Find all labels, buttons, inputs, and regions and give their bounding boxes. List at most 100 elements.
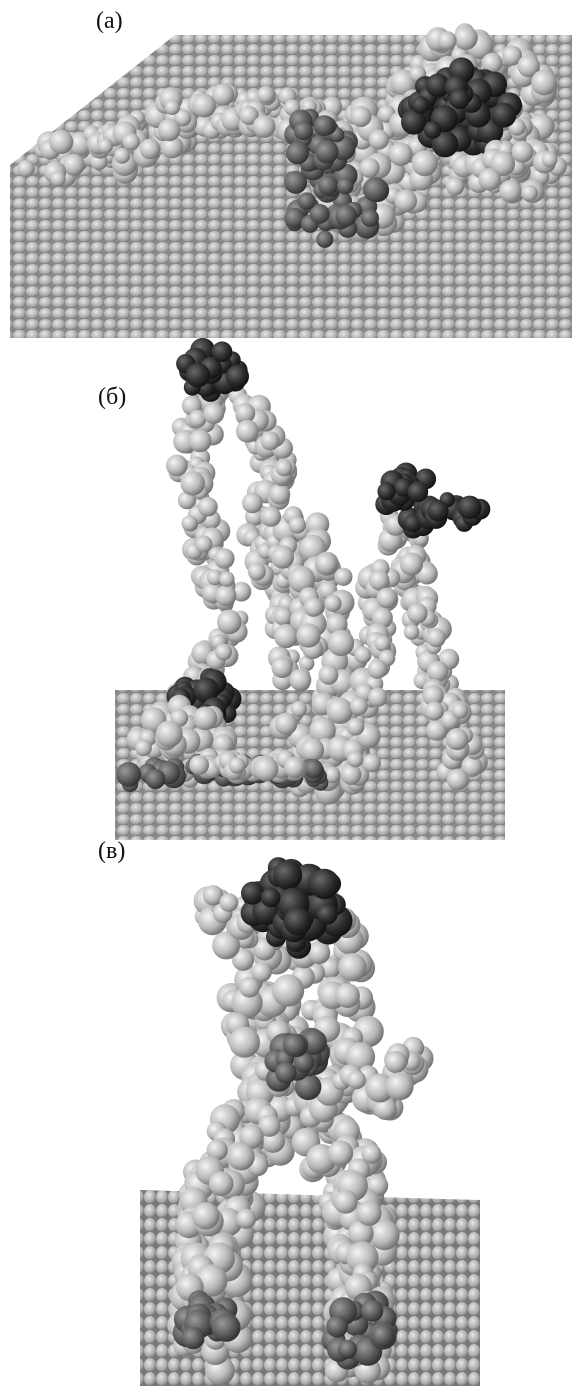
atom: [276, 460, 293, 477]
atom: [326, 1316, 348, 1338]
atom: [50, 171, 65, 186]
atom: [452, 703, 468, 719]
atom: [261, 507, 281, 527]
atom: [289, 669, 311, 691]
atom: [369, 130, 389, 150]
atom: [214, 548, 234, 568]
atom: [296, 623, 320, 647]
atom: [449, 89, 469, 109]
atom: [275, 1062, 297, 1084]
atom: [347, 751, 363, 767]
atom: [335, 205, 357, 227]
atom: [253, 115, 276, 138]
atom: [284, 757, 305, 778]
atom: [291, 701, 307, 717]
atom: [283, 1034, 306, 1057]
atom: [217, 610, 242, 635]
atom: [212, 1313, 241, 1342]
figure: (а) (б) (в): [0, 0, 572, 1391]
atom: [491, 103, 516, 128]
atom: [368, 688, 387, 707]
atom: [271, 546, 294, 569]
atom: [219, 571, 234, 586]
atom: [425, 701, 444, 720]
atom: [427, 661, 448, 682]
atom: [412, 150, 438, 176]
atom: [499, 180, 521, 202]
atom: [114, 148, 130, 164]
atom: [212, 341, 233, 362]
atom: [156, 721, 183, 748]
atom: [254, 757, 279, 782]
atom: [347, 718, 365, 736]
atom: [427, 628, 446, 647]
atom: [192, 94, 216, 118]
atom: [395, 189, 418, 212]
atom: [261, 431, 280, 450]
atom: [335, 983, 360, 1008]
atom: [145, 769, 165, 789]
atom: [182, 515, 198, 531]
atom: [294, 121, 313, 140]
atom: [257, 86, 274, 103]
atom: [324, 595, 341, 612]
atom: [236, 420, 259, 443]
atom: [186, 363, 210, 387]
panel-label: (в): [98, 838, 125, 864]
atom: [284, 907, 312, 935]
atom: [368, 659, 387, 678]
atom: [511, 141, 533, 163]
atom: [363, 177, 388, 202]
atom: [389, 142, 413, 166]
atom: [362, 754, 381, 773]
atom: [407, 603, 427, 623]
atom: [300, 738, 324, 762]
atom: [180, 471, 205, 496]
atom: [286, 141, 309, 164]
atom: [189, 429, 212, 452]
atom: [316, 231, 333, 248]
atom: [385, 1051, 407, 1073]
atom: [135, 739, 152, 756]
atom: [362, 1144, 382, 1164]
atom: [98, 138, 113, 153]
atom: [337, 178, 354, 195]
atom: [49, 130, 73, 154]
atom: [334, 568, 352, 586]
atom: [193, 707, 217, 731]
atom: [319, 665, 339, 685]
atom: [229, 1027, 260, 1058]
atom: [241, 882, 264, 905]
atom: [272, 974, 304, 1006]
atom: [400, 552, 423, 575]
atom: [220, 893, 239, 912]
atom: [428, 500, 449, 521]
atom: [408, 482, 429, 503]
atom: [521, 185, 537, 201]
atom: [140, 139, 161, 160]
atom: [338, 953, 366, 981]
atom: [289, 516, 306, 533]
atom: [63, 154, 85, 176]
atom: [209, 1171, 234, 1196]
atom: [242, 493, 263, 514]
atom: [298, 192, 316, 210]
atom: [334, 1190, 358, 1214]
atom: [215, 644, 232, 661]
atom: [386, 1072, 414, 1100]
atom: [446, 728, 468, 750]
atom: [339, 1340, 357, 1358]
atom: [328, 1140, 354, 1166]
atom: [251, 962, 271, 982]
atom: [315, 140, 338, 163]
atom: [531, 70, 557, 96]
atom: [372, 1324, 395, 1347]
atom: [361, 1300, 383, 1322]
atom: [318, 175, 338, 195]
atom: [158, 119, 181, 142]
atom: [314, 115, 335, 136]
atom: [308, 941, 331, 964]
atom: [446, 177, 464, 195]
atom: [304, 759, 323, 778]
atom: [166, 455, 188, 477]
